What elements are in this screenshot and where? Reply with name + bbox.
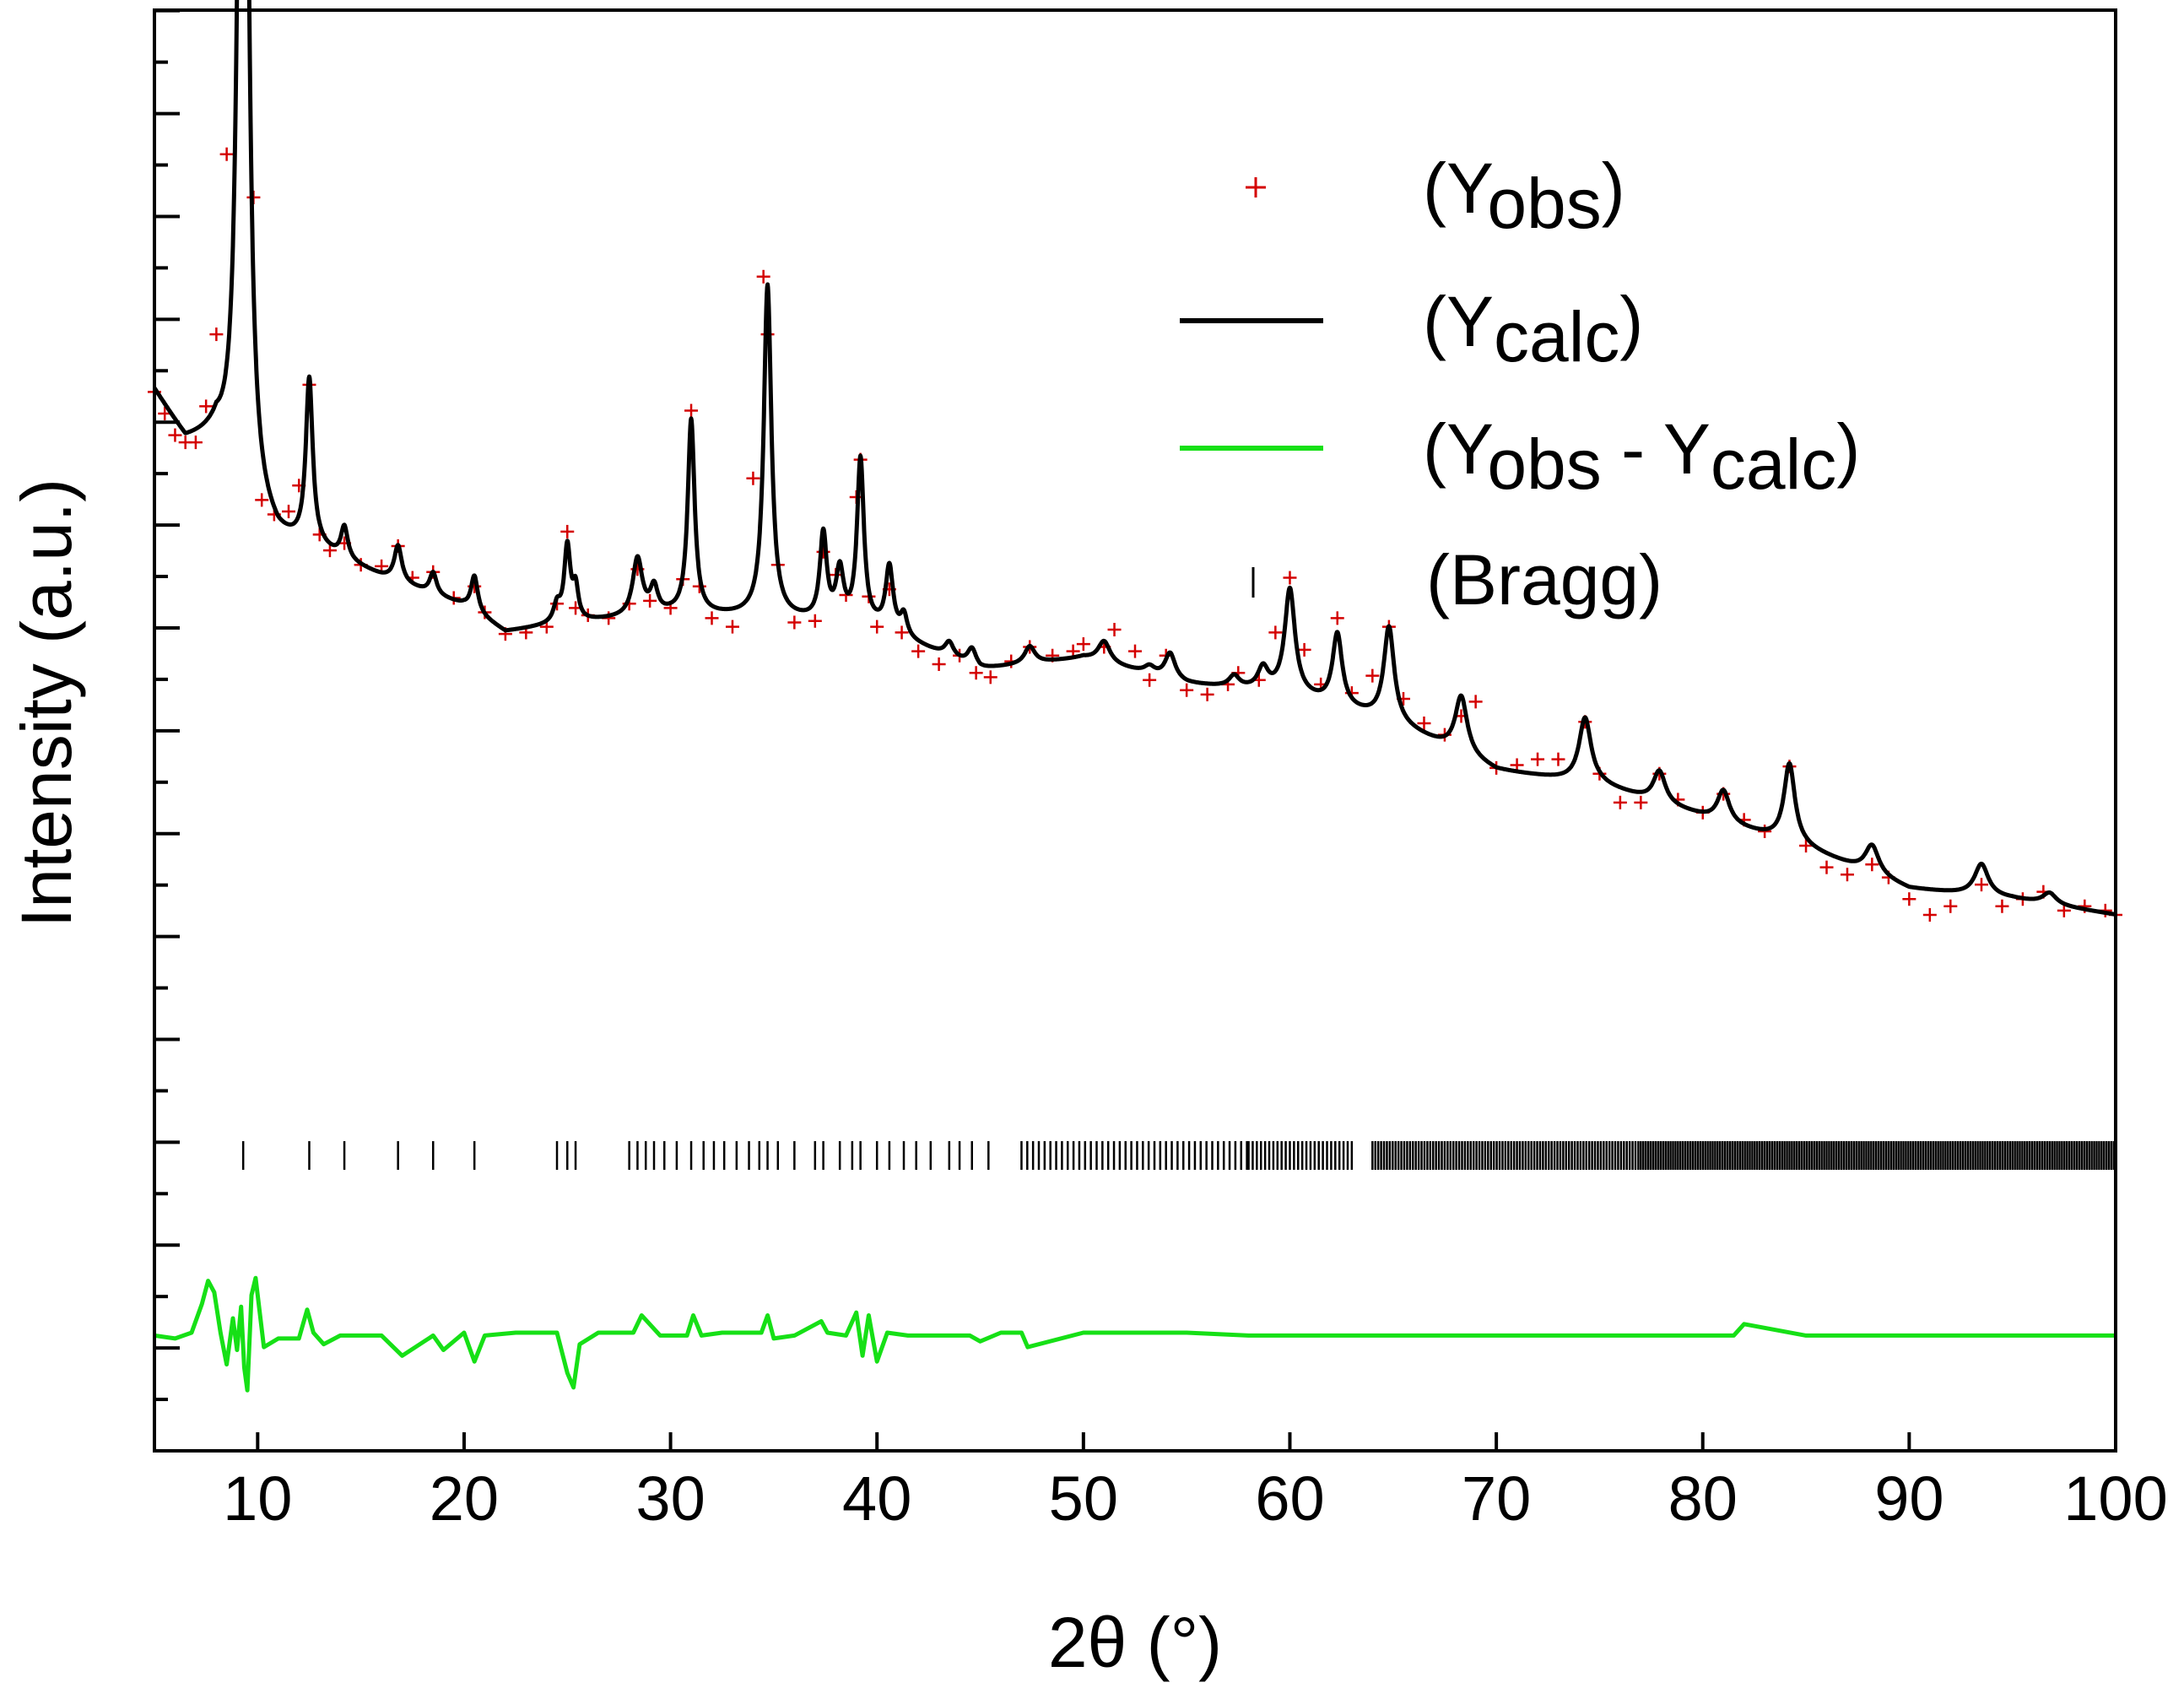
observed-point <box>2057 903 2071 917</box>
observed-points-group <box>148 147 2122 922</box>
x-tick-label: 20 <box>430 1463 499 1534</box>
x-tick-label: 50 <box>1049 1463 1118 1534</box>
observed-point <box>1902 892 1916 906</box>
observed-point <box>1200 687 1214 701</box>
observed-point <box>255 493 269 507</box>
difference-curve-group <box>154 1275 2116 1393</box>
observed-point <box>870 619 884 634</box>
y-axis-title: Intensity (a.u.) <box>7 479 86 928</box>
legend: (Yobs) (Ycalc) (Yobs - Ycalc) (Bragg) <box>1180 149 1860 619</box>
legend-label-observed: (Yobs) <box>1423 149 1625 243</box>
observed-point <box>1268 625 1283 640</box>
difference-curve <box>154 1275 2116 1393</box>
x-tick-label: 100 <box>2063 1463 2167 1534</box>
observed-point <box>895 625 909 640</box>
y-axis-ticks <box>154 8 180 1402</box>
observed-point <box>209 327 224 342</box>
observed-point <box>1417 716 1431 730</box>
observed-point <box>705 611 719 625</box>
observed-point <box>932 657 946 671</box>
observed-point <box>1076 637 1090 652</box>
calculated-curve <box>152 0 2117 917</box>
x-tick-label: 10 <box>223 1463 292 1534</box>
x-tick-label: 70 <box>1462 1463 1531 1534</box>
observed-point <box>219 147 234 161</box>
observed-point <box>1283 571 1297 585</box>
observed-point <box>756 269 770 284</box>
observed-point <box>1468 695 1483 709</box>
observed-point <box>787 615 802 630</box>
observed-point <box>1107 623 1122 637</box>
observed-point <box>1180 683 1194 697</box>
observed-point <box>1365 668 1380 683</box>
x-tick-label: 60 <box>1255 1463 1324 1534</box>
observed-point <box>1865 858 1879 872</box>
observed-point <box>1613 795 1627 809</box>
legend-label-bragg: (Bragg) <box>1426 540 1662 619</box>
observed-point <box>560 524 575 538</box>
x-tick-label: 80 <box>1668 1463 1738 1534</box>
observed-point <box>1634 795 1648 809</box>
observed-point <box>969 666 983 680</box>
observed-point <box>684 403 699 418</box>
plot-frame <box>153 8 2117 1453</box>
observed-point <box>808 614 822 628</box>
x-axis-ticks: 10 20 30 40 50 60 70 80 90 100 <box>223 1432 2168 1534</box>
legend-marker-observed <box>1246 177 1266 197</box>
observed-point <box>1551 752 1565 766</box>
observed-point <box>1974 878 1988 892</box>
observed-point <box>1995 899 2009 913</box>
bragg-reflection-markers <box>241 1141 2116 1171</box>
observed-point <box>199 399 214 414</box>
observed-point <box>282 505 296 519</box>
legend-label-difference: (Yobs - Ycalc) <box>1423 409 1860 504</box>
observed-point <box>188 436 203 450</box>
observed-point <box>1819 860 1834 874</box>
observed-point <box>725 619 739 634</box>
observed-point <box>1943 899 1958 913</box>
observed-point <box>168 428 182 442</box>
observed-point <box>1143 673 1157 687</box>
observed-point <box>643 593 657 608</box>
observed-point <box>1330 611 1344 625</box>
x-axis-title: 2θ (°) <box>1048 1603 1222 1682</box>
observed-point <box>1922 907 1937 922</box>
x-tick-label: 40 <box>842 1463 911 1534</box>
calculated-curve-group <box>152 0 2117 917</box>
observed-point <box>1128 644 1142 658</box>
observed-point <box>1758 824 1772 838</box>
observed-point <box>322 544 337 558</box>
observed-point <box>1531 752 1545 766</box>
x-tick-label: 30 <box>635 1463 705 1534</box>
observed-point <box>1840 868 1854 882</box>
x-tick-label: 90 <box>1874 1463 1943 1534</box>
observed-point <box>1799 839 1814 853</box>
observed-point <box>1297 642 1311 657</box>
legend-label-calculated: (Ycalc) <box>1423 282 1643 376</box>
observed-point <box>983 670 997 684</box>
observed-point <box>911 644 926 658</box>
observed-point <box>746 471 760 485</box>
